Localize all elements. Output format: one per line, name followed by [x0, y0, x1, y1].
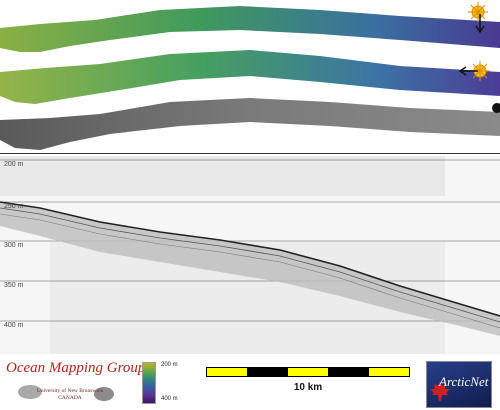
scale-bar	[206, 367, 410, 377]
swath-strip-backscatter	[0, 98, 500, 150]
scale-bar-segment	[287, 368, 329, 376]
depth-label: 350 m	[4, 282, 24, 289]
profile-graphic	[0, 156, 500, 354]
omg-title: Ocean Mapping Group	[6, 360, 146, 376]
scale-bar-segment	[207, 368, 248, 376]
depth-label: 200 m	[4, 161, 24, 168]
scale-bar-segment	[247, 368, 288, 376]
seismic-profile: 200 m 250 m 300 m 350 m 400 m	[0, 156, 500, 354]
depth-label: 300 m	[4, 242, 24, 249]
depth-label: 250 m	[4, 203, 24, 210]
swath-strip-2	[0, 50, 500, 104]
omg-university: University of New Brunswick CANADA	[30, 388, 110, 402]
country-name: CANADA	[58, 395, 82, 401]
bathymetry-swaths	[0, 2, 500, 150]
seafloor-graphic	[18, 385, 114, 401]
university-name: University of New Brunswick	[36, 388, 104, 394]
legend-footer: Ocean Mapping Group University of New Br…	[0, 356, 500, 410]
color-scale-top-label: 200 m	[161, 362, 178, 368]
scale-bar-segment	[328, 368, 369, 376]
sun-direction-icon	[458, 61, 490, 81]
divider	[0, 153, 500, 154]
scale-bar-segment	[368, 368, 410, 376]
arcticnet-name: ArcticNet	[439, 374, 489, 389]
arcticnet-logo: ArcticNet	[426, 361, 492, 408]
depth-color-scale	[142, 362, 156, 404]
depth-label: 400 m	[4, 322, 24, 329]
color-scale-bottom-label: 400 m	[161, 396, 178, 402]
sun-direction-icon	[468, 2, 488, 34]
maple-leaf-icon	[430, 381, 450, 401]
scale-bar-label: 10 km	[293, 382, 323, 393]
swath-strip-1	[0, 6, 500, 52]
